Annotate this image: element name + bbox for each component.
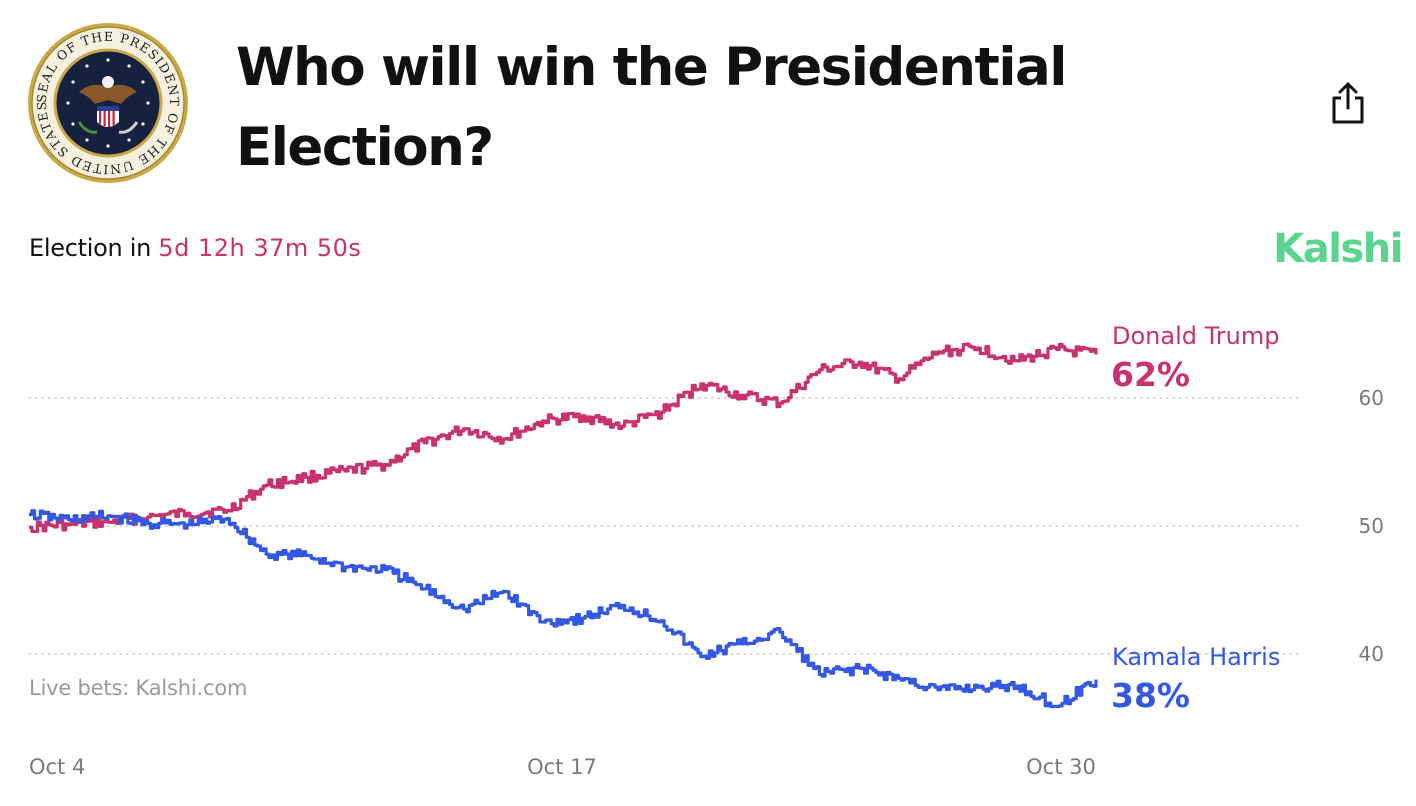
x-tick-label: Oct 4: [29, 755, 85, 779]
election-odds-chart: 40 50 60 Oct 4 Oct 17 Oct 30 Donald Trump 62%…: [28, 322, 1384, 779]
series-value-label: 62%: [1111, 355, 1190, 394]
x-tick-label: Oct 30: [1026, 755, 1096, 779]
x-tick-label: Oct 17: [527, 755, 597, 779]
share-icon[interactable]: [1330, 80, 1366, 126]
page-title: Who will win the Presidential Election?: [236, 37, 1067, 178]
presidential-seal-icon: SEAL OF THE PRESIDENT OF THE UNITED STAT…: [28, 23, 188, 183]
countdown-label: Election in: [29, 234, 151, 262]
series-value-label: 38%: [1111, 676, 1190, 715]
kalshi-logo[interactable]: Kalshi: [1273, 226, 1403, 272]
source-note: Live bets: Kalshi.com: [29, 676, 248, 700]
series-name-label: Donald Trump: [1112, 322, 1279, 350]
series-line: [29, 509, 1098, 709]
series-line: [29, 342, 1098, 534]
chart-grid: [28, 397, 1301, 655]
series-name-label: Kamala Harris: [1112, 643, 1280, 671]
countdown-time: 5d 12h 37m 50s: [158, 234, 362, 262]
chart-lines: [29, 342, 1098, 709]
y-tick-label: 60: [1359, 386, 1384, 410]
y-axis: 40 50 60: [1359, 386, 1384, 666]
election-countdown: Election in 5d 12h 37m 50s: [29, 234, 361, 262]
x-axis: Oct 4 Oct 17 Oct 30: [29, 755, 1096, 779]
y-tick-label: 40: [1359, 642, 1384, 666]
y-tick-label: 50: [1359, 514, 1384, 538]
series-labels: Donald Trump 62% Kamala Harris 38%: [1111, 322, 1280, 715]
